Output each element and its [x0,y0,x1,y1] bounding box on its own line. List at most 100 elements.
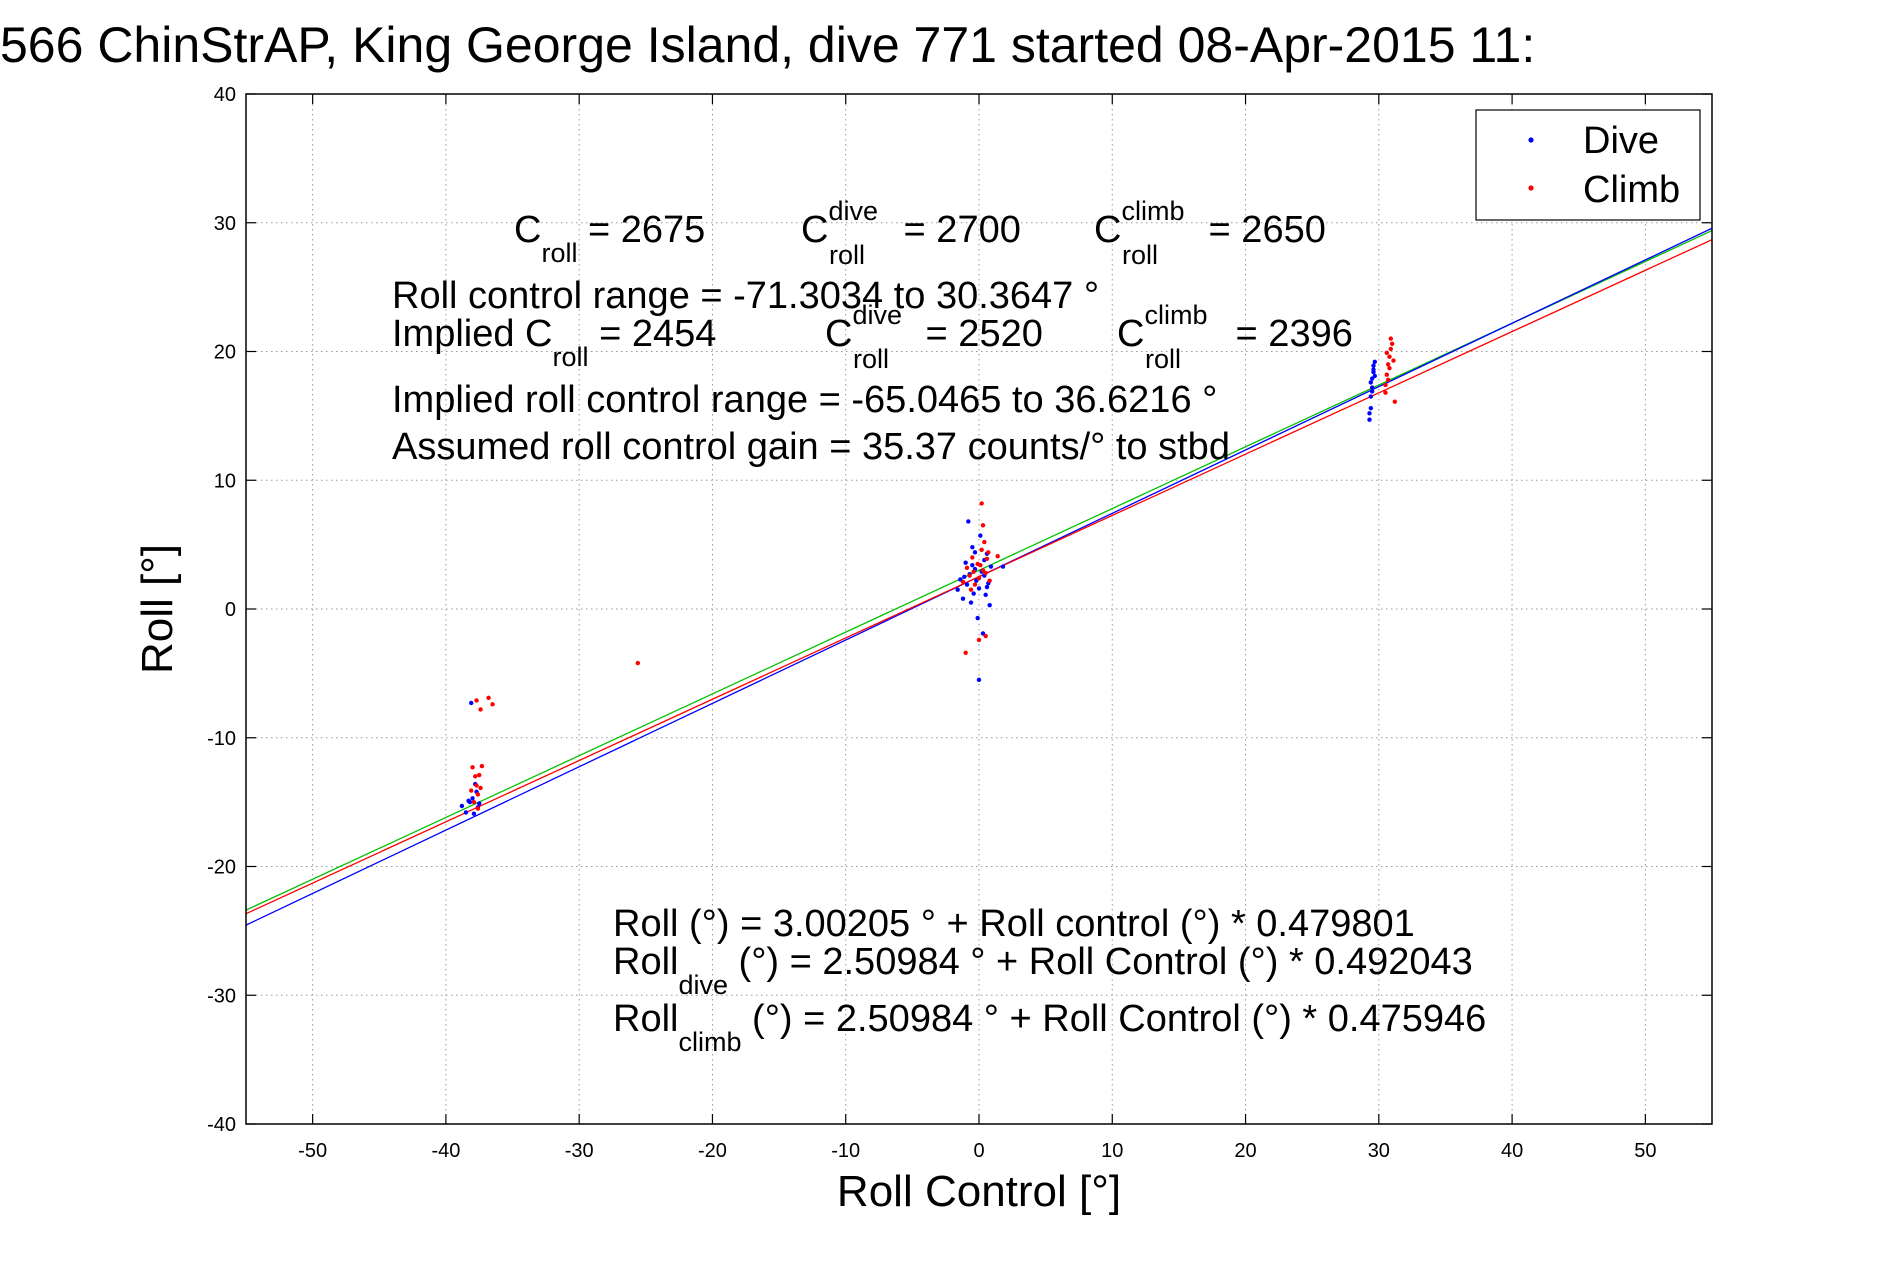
annotation-roll-control-range: Roll control range = -71.3034 to 30.3647… [392,275,1099,317]
data-point [970,555,975,560]
data-point [463,810,469,815]
data-point [470,796,475,801]
data-point [459,803,465,809]
data-point [1391,358,1396,363]
data-point [962,574,967,580]
implied-sub: roll [553,342,589,372]
data-point [968,587,974,592]
y-tick-label: 0 [225,599,236,621]
annotation-c-roll: Croll = 2675 [514,209,705,268]
x-tick-label: -40 [431,1140,460,1162]
data-point [474,783,479,788]
c-dive-value: = 2700 [893,209,1021,251]
data-point [470,765,475,770]
data-point [486,695,491,701]
legend-label-climb: Climb [1583,169,1680,211]
legend-box [1475,109,1701,221]
chart-title: 566 ChinStrAP, King George Island, dive … [0,17,1535,73]
data-point [963,650,968,655]
data-point [475,792,481,797]
x-tick-label: -50 [298,1140,327,1162]
data-point [984,584,990,590]
data-point [976,575,982,581]
y-tick-label: 30 [214,213,236,235]
data-point [473,774,478,779]
eq-dive-prefix: Roll [613,941,678,983]
eq-climb-rest: (°) = 2.50984 ° + Roll Control (°) * 0.4… [741,998,1486,1040]
y-tick-label: -10 [207,728,236,750]
data-point [1392,399,1398,404]
legend: Dive Climb [1475,109,1701,221]
data-points [459,336,1398,816]
data-point [1387,354,1392,359]
data-point [971,569,976,574]
data-point [469,700,474,706]
data-point [1367,417,1372,422]
data-point [469,788,474,793]
data-point [978,533,983,538]
c-dive-sub: roll [829,240,865,270]
data-point [976,637,982,643]
annotation-c-dive: Cdive roll = 2700 [801,196,1021,270]
data-point [967,573,972,578]
legend-label-dive: Dive [1583,120,1659,162]
y-axis-label: Roll [°] [133,544,182,674]
data-point [979,501,984,506]
c-climb-letter: C [1094,209,1121,251]
data-point [976,586,982,591]
data-point [477,772,482,778]
x-tick-label: 20 [1234,1140,1256,1162]
data-point [972,550,978,555]
implied-prefix: Implied C [392,313,553,355]
x-tick-label: 10 [1101,1140,1123,1162]
c-climb-sub: roll [1122,240,1158,270]
data-point [1389,341,1395,346]
data-point [1388,346,1394,352]
y-tick-label: 40 [214,84,236,106]
implied-dive-sub: roll [853,344,889,374]
data-point [982,539,987,545]
data-point [979,547,984,552]
data-point [983,633,988,639]
c-climb-sup: climb [1121,196,1184,226]
data-point [976,677,982,683]
data-point [970,545,975,550]
implied-climb-value: = 2396 [1225,313,1353,355]
data-point [1385,362,1391,367]
data-point [471,811,477,816]
data-point [970,563,975,568]
data-point [490,702,495,707]
data-point [984,556,990,561]
data-point [1369,385,1375,390]
ticks: -50 -40 -30 -20 -10 0 10 20 30 40 50 -40 -30 -20 -10 0 1… [207,84,1712,1162]
data-point [475,806,481,811]
data-point [964,565,970,570]
implied-climb-sup: climb [1144,300,1207,330]
implied-dive-value: = 2520 [915,313,1043,355]
y-tick-label: 10 [214,470,236,492]
data-point [987,578,992,583]
data-point [1384,372,1390,377]
data-point [964,582,970,587]
annotation-implied-c-dive: Cdive roll = 2520 [825,300,1043,374]
data-point [980,523,986,528]
data-point [988,564,994,569]
data-point [983,592,988,598]
x-tick-label: 30 [1368,1140,1390,1162]
data-point [1372,373,1378,379]
y-tick-label: -40 [207,1114,236,1136]
data-point [1385,377,1391,383]
annotation-eq-dive: Rolldive (°) = 2.50984 ° + Roll Control … [613,941,1473,1000]
data-point [1368,405,1374,411]
implied-dive-letter: C [825,313,852,355]
x-tick-label: 0 [973,1140,984,1162]
data-point [635,660,641,666]
eq-dive-rest: (°) = 2.50984 ° + Roll Control (°) * 0.4… [728,941,1473,983]
data-point [1368,380,1374,385]
data-point [471,799,477,805]
y-tick-label: 20 [214,342,236,364]
data-point [1388,336,1394,341]
annotation-c-climb: Cclimb roll = 2650 [1094,196,1326,270]
data-point [1372,359,1378,364]
legend-marker-dive [1528,137,1534,143]
